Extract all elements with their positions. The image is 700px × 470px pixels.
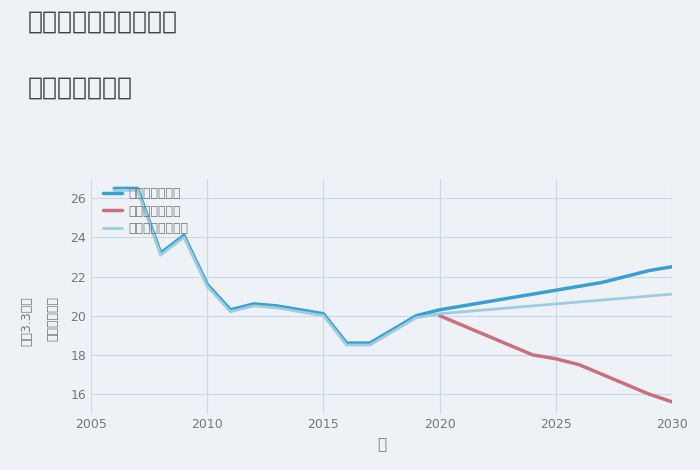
グッドシナリオ [365, 340, 374, 346]
グッドシナリオ [482, 299, 490, 305]
グッドシナリオ [180, 233, 188, 238]
バッドシナリオ [435, 313, 444, 319]
ノーマルシナリオ [458, 309, 467, 314]
ノーマルシナリオ [622, 295, 630, 301]
バッドシナリオ [528, 352, 537, 358]
Line: バッドシナリオ: バッドシナリオ [440, 316, 672, 402]
ノーマルシナリオ [203, 283, 211, 289]
ノーマルシナリオ [505, 305, 514, 311]
ノーマルシナリオ [157, 252, 165, 258]
バッドシナリオ [552, 356, 560, 361]
グッドシナリオ [645, 268, 653, 274]
グッドシナリオ [157, 250, 165, 256]
グッドシナリオ [552, 288, 560, 293]
グッドシナリオ [598, 280, 606, 285]
Text: 平（3.3㎡）: 平（3.3㎡） [20, 296, 33, 346]
バッドシナリオ [598, 372, 606, 377]
グッドシナリオ [226, 307, 234, 313]
ノーマルシナリオ [435, 311, 444, 317]
ノーマルシナリオ [412, 315, 421, 321]
Text: 土地の価格推移: 土地の価格推移 [28, 75, 133, 99]
グッドシナリオ [273, 303, 281, 309]
Line: ノーマルシナリオ: ノーマルシナリオ [114, 190, 672, 345]
グッドシナリオ [412, 313, 421, 319]
グッドシナリオ [668, 264, 676, 270]
Legend: グッドシナリオ, バッドシナリオ, ノーマルシナリオ: グッドシナリオ, バッドシナリオ, ノーマルシナリオ [103, 187, 188, 235]
グッドシナリオ [622, 274, 630, 279]
ノーマルシナリオ [273, 305, 281, 311]
Text: 三重県桑名市立田町の: 三重県桑名市立田町の [28, 9, 178, 33]
ノーマルシナリオ [226, 309, 234, 314]
バッドシナリオ [458, 323, 467, 329]
グッドシナリオ [110, 186, 118, 191]
ノーマルシナリオ [296, 309, 304, 314]
グッドシナリオ [203, 282, 211, 287]
バッドシナリオ [622, 382, 630, 387]
グッドシナリオ [249, 301, 258, 307]
ノーマルシナリオ [552, 301, 560, 307]
グッドシナリオ [505, 295, 514, 301]
Line: グッドシナリオ: グッドシナリオ [114, 188, 672, 343]
ノーマルシナリオ [133, 188, 141, 193]
バッドシナリオ [482, 332, 490, 338]
ノーマルシナリオ [389, 329, 398, 334]
グッドシナリオ [389, 327, 398, 332]
グッドシナリオ [319, 311, 328, 317]
ノーマルシナリオ [365, 342, 374, 348]
グッドシナリオ [528, 291, 537, 297]
X-axis label: 年: 年 [377, 437, 386, 452]
バッドシナリオ [505, 342, 514, 348]
グッドシナリオ [575, 283, 583, 289]
バッドシナリオ [645, 391, 653, 397]
ノーマルシナリオ [342, 342, 351, 348]
グッドシナリオ [342, 340, 351, 346]
Text: 単価（万円）: 単価（万円） [46, 296, 59, 341]
ノーマルシナリオ [319, 313, 328, 319]
ノーマルシナリオ [645, 293, 653, 299]
バッドシナリオ [668, 399, 676, 405]
グッドシナリオ [435, 307, 444, 313]
ノーマルシナリオ [668, 291, 676, 297]
ノーマルシナリオ [575, 299, 583, 305]
ノーマルシナリオ [528, 303, 537, 309]
ノーマルシナリオ [180, 235, 188, 240]
ノーマルシナリオ [482, 307, 490, 313]
ノーマルシナリオ [110, 188, 118, 193]
ノーマルシナリオ [598, 297, 606, 303]
ノーマルシナリオ [249, 303, 258, 309]
グッドシナリオ [458, 303, 467, 309]
グッドシナリオ [296, 307, 304, 313]
バッドシナリオ [575, 362, 583, 368]
グッドシナリオ [133, 186, 141, 191]
